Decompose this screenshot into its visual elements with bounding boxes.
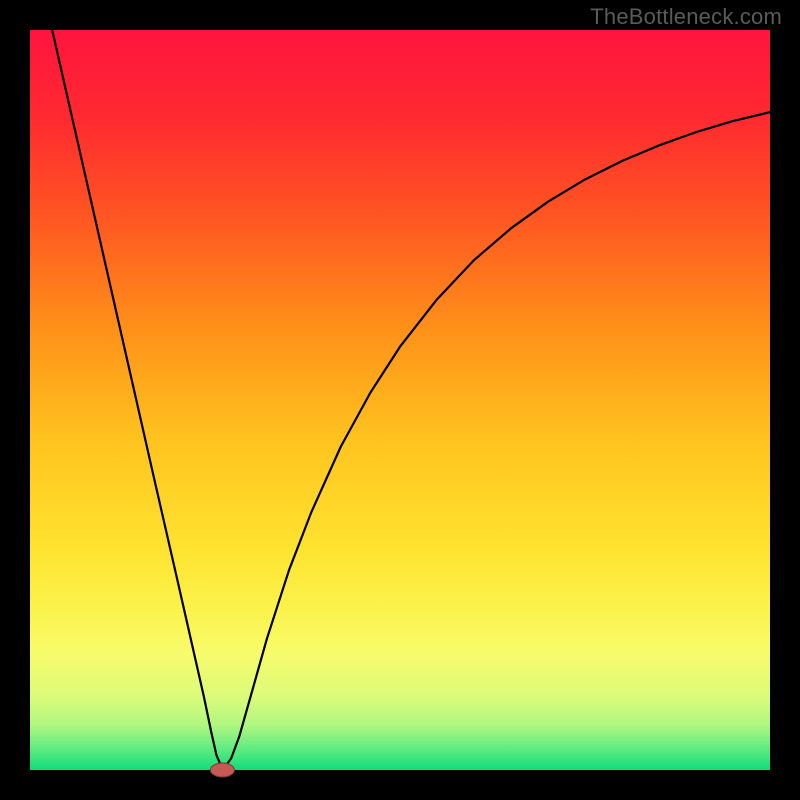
plot-background [30,30,770,770]
figure: TheBottleneck.com [0,0,800,800]
watermark-text: TheBottleneck.com [590,4,782,30]
optimum-marker [210,763,234,777]
plot-svg [0,0,800,800]
